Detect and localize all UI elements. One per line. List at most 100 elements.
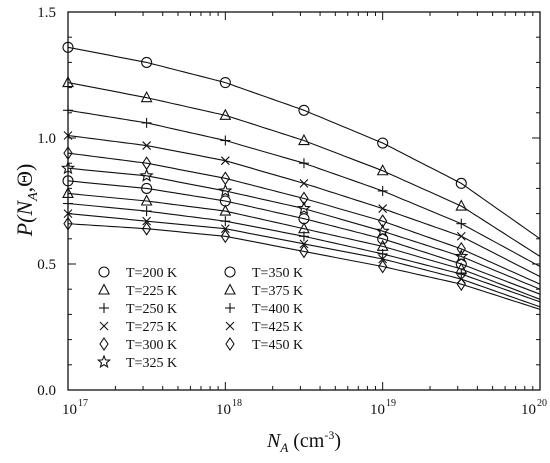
data-point (377, 185, 388, 196)
data-point (378, 259, 388, 274)
legend-entry: T=225 K (98, 283, 177, 299)
legend-marker (98, 266, 110, 278)
data-point (298, 158, 309, 169)
svg-text:T=325 K: T=325 K (126, 356, 177, 371)
data-point (377, 137, 389, 149)
svg-text:T=250 K: T=250 K (126, 302, 177, 317)
data-point (219, 108, 232, 120)
y-tick-label: 1.0 (37, 131, 56, 147)
data-point (298, 104, 310, 116)
series-line (67, 82, 541, 257)
svg-text:10: 10 (521, 402, 536, 418)
data-point (377, 248, 388, 259)
svg-text:18: 18 (232, 398, 242, 409)
svg-text:20: 20 (537, 398, 547, 409)
y-axis-label: P(NA,Θ) (12, 164, 41, 238)
legend-entry: T=350 K (224, 266, 303, 281)
data-point (298, 231, 309, 242)
data-point (220, 229, 230, 244)
legend-entry: T=425 K (225, 320, 303, 335)
series-line (67, 167, 541, 290)
axis-ticks (67, 11, 540, 391)
data-point (378, 214, 388, 229)
y-tick-label: 1.5 (37, 5, 56, 21)
legend-entry: T=250 K (99, 302, 177, 317)
series-line (67, 223, 541, 310)
data-point (378, 254, 388, 264)
data-point (220, 216, 231, 227)
legend-marker (99, 337, 109, 351)
data-point (456, 218, 467, 229)
data-point (218, 183, 233, 197)
legend-marker (225, 337, 235, 351)
data-point (142, 216, 152, 226)
x-tick-label: 10 20 (521, 398, 547, 418)
legend-marker (224, 266, 236, 278)
data-point (140, 194, 153, 206)
data-point (296, 201, 312, 215)
data-point (455, 177, 467, 189)
data-point (299, 191, 309, 206)
data-point (456, 241, 466, 256)
series-line (67, 152, 541, 285)
data-point (219, 77, 231, 89)
data-point (141, 117, 152, 128)
y-tick-label: 0.5 (37, 257, 56, 273)
svg-text:19: 19 (386, 398, 396, 409)
data-point (455, 199, 468, 211)
data-point (456, 277, 466, 292)
svg-text:T=300 K: T=300 K (126, 338, 177, 353)
data-point (141, 56, 153, 68)
svg-text:T=225 K: T=225 K (126, 284, 177, 299)
svg-text:T=375 K: T=375 K (252, 284, 303, 299)
data-point (456, 231, 466, 241)
legend-entry: T=325 K (96, 354, 177, 371)
data-point (299, 239, 309, 249)
svg-text:T=350 K: T=350 K (252, 266, 303, 281)
x-tick-label: 10 18 (216, 398, 242, 418)
y-tick-label: 0.0 (37, 383, 56, 399)
legend: T=200 K T=225 K T=250 K T=275 K T=300 K … (96, 266, 303, 371)
svg-text:T=200 K: T=200 K (126, 266, 177, 281)
data-point (220, 224, 230, 234)
svg-text:10: 10 (370, 402, 385, 418)
data-point (299, 178, 309, 188)
x-tick-label: 10 19 (370, 398, 396, 418)
data-point (141, 221, 152, 236)
legend-marker (225, 321, 235, 331)
svg-text:T=425 K: T=425 K (252, 320, 303, 335)
legend-marker (98, 283, 110, 295)
data-point (378, 204, 388, 213)
data-point (298, 133, 310, 146)
data-point (219, 204, 232, 216)
svg-text:17: 17 (78, 398, 88, 409)
data-point (455, 258, 467, 270)
data-point (141, 182, 153, 194)
svg-text:T=275 K: T=275 K (126, 320, 177, 335)
data-point (299, 244, 309, 259)
legend-entry: T=400 K (225, 302, 303, 317)
data-point (140, 90, 153, 103)
svg-text:T=450 K: T=450 K (252, 338, 303, 353)
data-point (141, 206, 152, 217)
legend-entry: T=450 K (225, 337, 303, 353)
svg-text:10: 10 (216, 402, 231, 418)
legend-marker (96, 354, 112, 369)
legend-marker (99, 303, 109, 313)
legend-entry: T=375 K (224, 283, 303, 299)
data-point (220, 156, 230, 166)
series-line (67, 134, 541, 278)
legend-marker (99, 321, 109, 331)
x-tick-label: 10 17 (62, 398, 88, 418)
data-point (142, 141, 152, 150)
svg-text:10: 10 (62, 402, 77, 418)
svg-text:T=400 K: T=400 K (252, 302, 303, 317)
data-point (220, 135, 231, 146)
data-point (139, 168, 154, 182)
legend-marker (225, 303, 235, 313)
series-line (67, 46, 541, 240)
legend-entry: T=275 K (99, 320, 177, 335)
data-point (377, 233, 389, 245)
data-point (376, 164, 389, 176)
